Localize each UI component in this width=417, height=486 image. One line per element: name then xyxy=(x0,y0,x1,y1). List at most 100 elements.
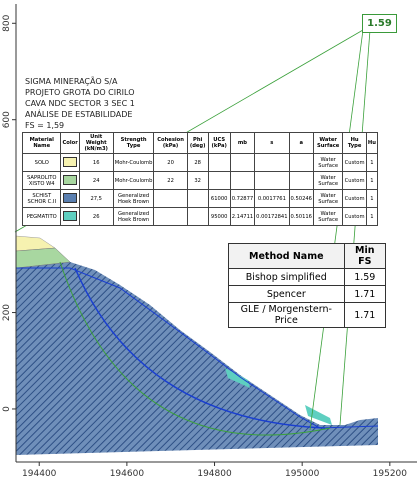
cell xyxy=(186,207,209,226)
color-cell xyxy=(60,171,80,190)
cell: 1.59 xyxy=(343,268,387,286)
cell xyxy=(288,153,314,172)
cell: 0.50116 xyxy=(288,207,314,226)
y-tick-label: 200 xyxy=(2,304,12,321)
material-row: PEGMATITO 26 Generalized Hoek Brown 95000 2.… xyxy=(21,207,379,226)
header-row: Material Name Color Unit Weight (kN/m3) Str… xyxy=(21,132,379,154)
cell xyxy=(229,171,256,190)
cell: Custom xyxy=(342,171,367,190)
material-name: SCHIST SCHOR C.II xyxy=(21,189,62,208)
cell: Water Surface xyxy=(312,171,344,190)
radius-line xyxy=(309,29,364,431)
cell: 61000 xyxy=(207,189,231,208)
color-swatch xyxy=(63,210,78,221)
cell: 27,5 xyxy=(78,189,114,208)
cell: 2.14711 xyxy=(229,207,256,226)
cell xyxy=(207,153,231,172)
column-header: Hu xyxy=(365,132,379,154)
rock-mass xyxy=(16,262,378,455)
cell: 1 xyxy=(365,171,379,190)
water-table xyxy=(16,267,379,429)
y-tick-label: 800 xyxy=(2,14,12,31)
pegmatite-lens xyxy=(305,405,332,425)
cell: 0.00172841 xyxy=(254,207,290,226)
header-line: CAVA NDC SECTOR 3 SEC 1 xyxy=(25,99,135,108)
cell: 22 xyxy=(153,171,188,190)
cell: 1 xyxy=(365,207,379,226)
cell: Generalized Hoek Brown xyxy=(112,207,155,226)
cell: 0.72877 xyxy=(229,189,256,208)
cell: 20 xyxy=(153,153,188,172)
pegmatite-lens xyxy=(225,368,250,388)
column-header: Water Surface xyxy=(312,132,344,154)
cell xyxy=(207,171,231,190)
x-tick-label: 194400 xyxy=(22,469,57,479)
column-header: mb xyxy=(229,132,256,154)
fs-row: Spencer 1.71 xyxy=(228,285,387,303)
material-row: SOLO 16 Mohr-Coulomb 20 28 Water Surface Custo… xyxy=(21,153,379,172)
cell xyxy=(254,153,290,172)
color-swatch xyxy=(63,192,78,203)
cell: Mohr-Coulomb xyxy=(112,171,155,190)
color-cell xyxy=(60,189,80,208)
column-header: a xyxy=(288,132,314,154)
fs-row: Bishop simplified 1.59 xyxy=(228,268,387,286)
cell xyxy=(186,189,209,208)
column-header: Cohesion (kPa) xyxy=(153,132,188,154)
cell: 95000 xyxy=(207,207,231,226)
cell: 0.50246 xyxy=(288,189,314,208)
fs-table: Method Name Min FS Bishop simplified 1.59 Sp… xyxy=(228,243,387,328)
material-name: SOLO xyxy=(21,153,62,172)
column-header: Method Name xyxy=(228,243,345,269)
cell: 26 xyxy=(78,207,114,226)
header-row: Method Name Min FS xyxy=(228,243,387,269)
cell xyxy=(254,171,290,190)
cell: Custom xyxy=(342,153,367,172)
header-line: ANÁLISE DE ESTABILIDADE xyxy=(25,110,133,119)
cell: GLE / Morgenstern-Price xyxy=(228,302,345,328)
cell: Custom xyxy=(342,207,367,226)
material-name: SAPROLITO XISTO W4 xyxy=(21,171,62,190)
fs-label: 1.59 xyxy=(362,14,397,33)
cell: Water Surface xyxy=(312,189,344,208)
cell xyxy=(153,189,188,208)
header-line: PROJETO GROTA DO CIRILO xyxy=(25,88,135,97)
color-cell xyxy=(60,207,80,226)
cell xyxy=(229,153,256,172)
column-header: Unit Weight (kN/m3) xyxy=(78,132,114,154)
cell: Water Surface xyxy=(312,207,344,226)
cell: Generalized Hoek Brown xyxy=(112,189,155,208)
cell: Bishop simplified xyxy=(228,268,345,286)
cell: 1.71 xyxy=(343,285,387,303)
header-line: SIGMA MINERAÇÃO S/A xyxy=(25,77,118,86)
material-name: PEGMATITO xyxy=(21,207,62,226)
cell: Mohr-Coulomb xyxy=(112,153,155,172)
cell: 16 xyxy=(78,153,114,172)
column-header: Strength Type xyxy=(112,132,155,154)
column-header: UCS (kPa) xyxy=(207,132,231,154)
column-header: Phi (deg) xyxy=(186,132,209,154)
cell: 0.0017761 xyxy=(254,189,290,208)
color-cell xyxy=(60,153,80,172)
material-row: SCHIST SCHOR C.II 27,5 Generalized Hoek Br… xyxy=(21,189,379,208)
y-tick-label: 0 xyxy=(2,406,12,412)
x-tick-label: 194600 xyxy=(110,469,145,479)
cell: 32 xyxy=(186,171,209,190)
cell: 1 xyxy=(365,189,379,208)
cell xyxy=(153,207,188,226)
cell: 24 xyxy=(78,171,114,190)
cell: 1.71 xyxy=(343,302,387,328)
color-swatch xyxy=(63,174,78,185)
cell: 28 xyxy=(186,153,209,172)
column-header: Min FS xyxy=(343,243,387,269)
header: SIGMA MINERAÇÃO S/A PROJETO GROTA DO CIRI… xyxy=(25,76,135,131)
slip-circle xyxy=(59,261,331,436)
column-header: Color xyxy=(60,132,80,154)
column-header: s xyxy=(254,132,290,154)
critical-slip-surface xyxy=(74,267,326,429)
x-tick-label: 195000 xyxy=(285,469,320,479)
fs-row: GLE / Morgenstern-Price 1.71 xyxy=(228,302,387,328)
